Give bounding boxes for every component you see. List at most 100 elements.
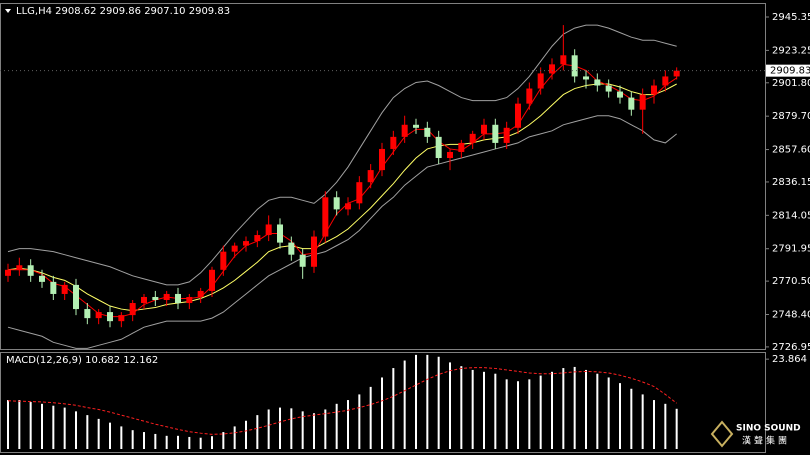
candle-body — [379, 149, 385, 170]
macd-bar — [653, 400, 655, 449]
macd-bar — [132, 430, 134, 449]
candle-body — [118, 315, 124, 321]
macd-bar — [676, 409, 678, 449]
candle-body — [436, 137, 442, 158]
macd-bar — [585, 370, 587, 449]
macd-bar — [494, 374, 496, 449]
chart: LLG,H4 2908.62 2909.86 2907.10 2909.83 M… — [0, 0, 810, 455]
candle-body — [50, 282, 56, 294]
y-tick-label: 2748.40 — [772, 310, 810, 321]
macd-bar — [392, 368, 394, 449]
candle-body — [594, 79, 600, 85]
macd-bar — [642, 394, 644, 449]
candle-body — [424, 128, 430, 137]
macd-bar — [290, 408, 292, 449]
macd-bar — [75, 411, 77, 449]
macd-bar — [438, 357, 440, 449]
macd-bar — [109, 423, 111, 449]
candle-body — [515, 104, 521, 128]
candle-body — [560, 55, 566, 64]
candle-body — [390, 137, 396, 149]
macd-bar — [234, 426, 236, 449]
macd-bar — [313, 413, 315, 449]
macd-bar — [41, 404, 43, 449]
macd-bar — [415, 355, 417, 449]
candle-body — [402, 125, 408, 137]
macd-bar — [608, 377, 610, 449]
macd-bar — [562, 368, 564, 449]
candle-body — [322, 197, 328, 236]
candle-body — [334, 197, 340, 209]
macd-bar — [188, 437, 190, 449]
macd-bar — [18, 400, 20, 449]
macd-bar — [324, 409, 326, 449]
macd-bar — [472, 370, 474, 449]
candle-body — [243, 241, 249, 246]
macd-bar — [540, 376, 542, 449]
candle-body — [152, 297, 158, 300]
macd-bar — [551, 372, 553, 449]
y-tick-label: 2923.25 — [772, 45, 810, 56]
macd-bar — [596, 374, 598, 449]
page: {"chart_data":[ {"type":"candlestick","t… — [0, 0, 810, 455]
y-tick-label: 2836.15 — [772, 177, 810, 188]
macd-bar — [426, 355, 428, 449]
candle-body — [186, 297, 192, 303]
macd-bar — [404, 361, 406, 449]
candle-body — [504, 128, 510, 143]
macd-bar — [279, 408, 281, 449]
candle-body — [549, 64, 555, 73]
candle-body — [28, 265, 34, 276]
candle-body — [311, 237, 317, 267]
candle-body — [220, 252, 226, 270]
macd-bar — [336, 404, 338, 449]
macd-bar — [506, 379, 508, 449]
candle-body — [356, 182, 362, 203]
y-tick-label: 2879.70 — [772, 111, 810, 122]
macd-bar — [630, 389, 632, 449]
candle-body — [662, 76, 668, 85]
candle-body — [277, 224, 283, 242]
macd-bar — [120, 426, 122, 449]
macd-bar — [7, 400, 9, 449]
candle-body — [538, 73, 544, 88]
candle-body — [606, 86, 612, 92]
macd-bar — [30, 402, 32, 449]
candle-body — [62, 285, 68, 294]
macd-bar — [517, 381, 519, 449]
macd-bar — [154, 434, 156, 449]
y-tick-label: 2945.35 — [772, 12, 810, 23]
y-tick-label: 2791.95 — [772, 244, 810, 255]
y-tick-label: 2814.05 — [772, 210, 810, 221]
macd-bar — [211, 436, 213, 449]
candle-body — [345, 203, 351, 209]
candle-body — [458, 143, 464, 152]
macd-bar — [86, 415, 88, 449]
macd-bar — [98, 419, 100, 449]
macd-bar — [370, 387, 372, 449]
watermark-brand: SINO SOUND — [736, 424, 801, 434]
candle-body — [413, 125, 419, 128]
y-tick-label: 2770.50 — [772, 276, 810, 287]
macd-bar — [347, 400, 349, 449]
macd-bar — [200, 438, 202, 449]
candle-body — [470, 134, 476, 143]
candle-body — [447, 152, 453, 158]
macd-bar — [222, 432, 224, 449]
candle-body — [492, 125, 498, 143]
chart-title: LLG,H4 2908.62 2909.86 2907.10 2909.83 — [16, 6, 230, 17]
macd-bar — [619, 383, 621, 449]
candle-body — [651, 86, 657, 95]
y-tick-label: 23.864 — [772, 354, 807, 365]
candle-body — [107, 312, 113, 321]
y-tick-label: 2901.80 — [772, 78, 810, 89]
candle-body — [175, 294, 181, 303]
macd-bar — [664, 404, 666, 449]
candle-body — [628, 98, 634, 110]
last-price-label: 2909.83 — [770, 66, 810, 77]
candle-body — [300, 255, 306, 267]
candle-body — [209, 270, 215, 291]
macd-bar — [268, 409, 270, 449]
candle-body — [16, 265, 22, 270]
macd-bar — [483, 372, 485, 449]
